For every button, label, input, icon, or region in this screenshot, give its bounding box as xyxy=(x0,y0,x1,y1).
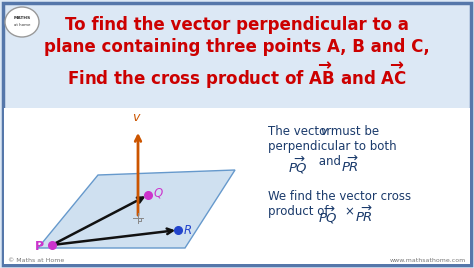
Text: We find the vector cross: We find the vector cross xyxy=(268,190,411,203)
Text: $R$: $R$ xyxy=(183,225,192,237)
Text: $v$: $v$ xyxy=(132,111,142,124)
Text: $Q$: $Q$ xyxy=(153,186,164,200)
Ellipse shape xyxy=(5,7,39,37)
Polygon shape xyxy=(38,170,235,248)
Text: product of: product of xyxy=(268,205,332,218)
Text: © Maths at Home: © Maths at Home xyxy=(8,258,64,263)
Text: $\overrightarrow{PQ}$: $\overrightarrow{PQ}$ xyxy=(288,155,308,176)
Text: $v$: $v$ xyxy=(320,125,329,138)
Text: $\overrightarrow{PR}$: $\overrightarrow{PR}$ xyxy=(341,155,359,175)
Text: $\overrightarrow{PR}$: $\overrightarrow{PR}$ xyxy=(355,205,373,225)
Text: perpendicular to both: perpendicular to both xyxy=(268,140,397,153)
Text: MATHS: MATHS xyxy=(13,16,31,20)
Text: at home: at home xyxy=(14,23,30,27)
Text: The vector: The vector xyxy=(268,125,335,138)
Text: plane containing three points A, B and C,: plane containing three points A, B and C… xyxy=(44,38,430,56)
Text: P: P xyxy=(35,240,44,254)
Text: and: and xyxy=(315,155,345,168)
Text: To find the vector perpendicular to a: To find the vector perpendicular to a xyxy=(65,16,409,34)
Text: must be: must be xyxy=(327,125,379,138)
Bar xyxy=(4,108,470,264)
Text: $\overrightarrow{PQ}$: $\overrightarrow{PQ}$ xyxy=(318,205,338,226)
Text: Find the cross product of $\mathbf{\overrightarrow{AB}}$ and $\mathbf{\overright: Find the cross product of $\mathbf{\over… xyxy=(67,60,407,91)
Text: $\times$: $\times$ xyxy=(344,205,354,218)
Text: www.mathsathome.com: www.mathsathome.com xyxy=(390,258,466,263)
